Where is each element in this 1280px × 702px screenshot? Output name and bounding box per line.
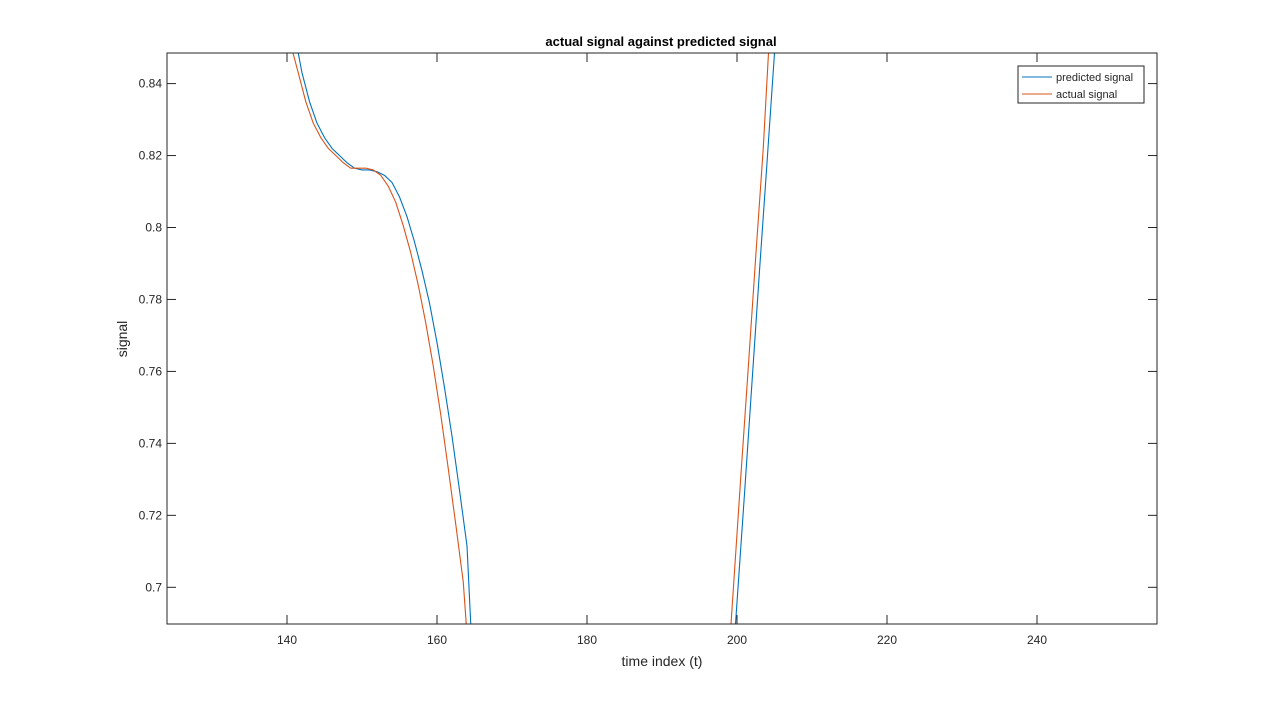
x-tick-label: 160 (427, 633, 447, 647)
x-tick-label: 220 (877, 633, 897, 647)
x-tick-label: 240 (1027, 633, 1047, 647)
y-axis-label: signal (114, 321, 130, 358)
legend-label-actual: actual signal (1056, 89, 1117, 101)
ticks-layer (167, 53, 1157, 624)
y-tick-label: 0.76 (139, 364, 163, 378)
y-tick-labels: 0.7 0.72 0.74 0.76 0.78 0.8 0.82 0.84 (139, 77, 163, 595)
axes-box (166, 52, 1158, 625)
x-axis-label: time index (t) (622, 653, 703, 669)
legend: predicted signal actual signal (1017, 65, 1145, 104)
x-tick-label: 200 (727, 633, 747, 647)
y-tick-label: 0.78 (139, 292, 163, 306)
series-line-predicted-segment-2 (734, 53, 776, 624)
chart-title: actual signal against predicted signal (545, 34, 776, 49)
legend-label-predicted: predicted signal (1056, 72, 1133, 84)
series-layer (292, 53, 776, 624)
legend-box (1017, 65, 1145, 104)
y-tick-label: 0.7 (145, 580, 162, 594)
y-tick-label: 0.72 (139, 508, 163, 522)
y-tick-label: 0.8 (145, 221, 162, 235)
x-tick-label: 180 (577, 633, 597, 647)
series-line-predicted-segment-1 (297, 53, 472, 624)
series-line-actual-segment-1 (292, 53, 467, 624)
x-tick-label: 140 (277, 633, 297, 647)
y-tick-label: 0.82 (139, 149, 163, 163)
y-tick-label: 0.84 (139, 77, 163, 91)
x-tick-labels: 140 160 180 200 220 240 (277, 633, 1047, 647)
plot-area (166, 52, 1158, 625)
series-line-actual-segment-2 (730, 53, 770, 624)
y-tick-label: 0.74 (139, 436, 163, 450)
